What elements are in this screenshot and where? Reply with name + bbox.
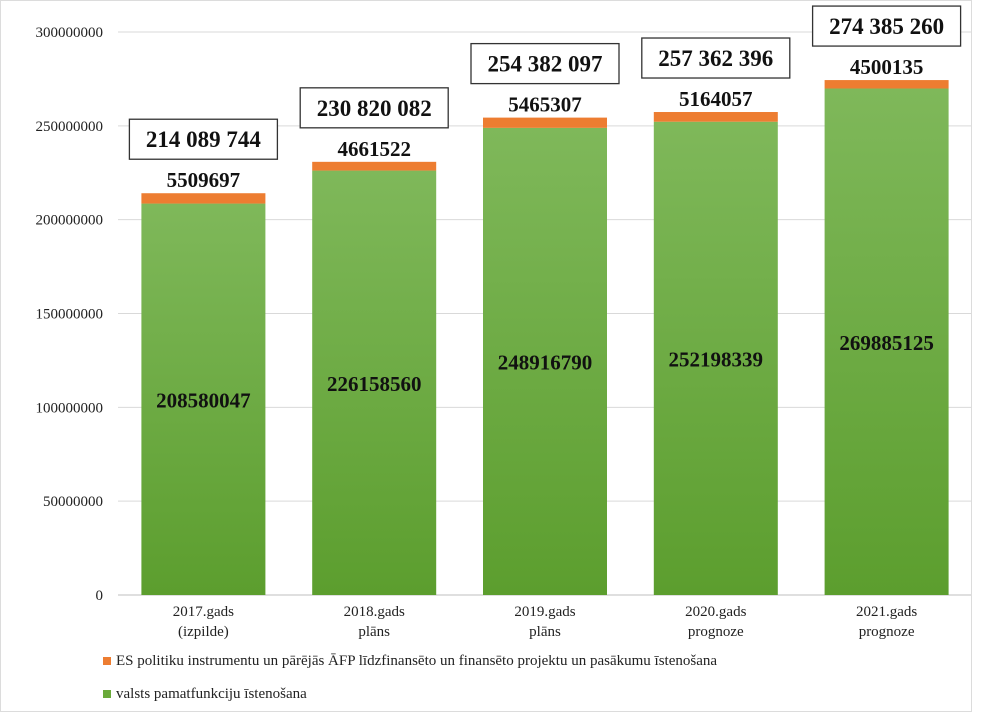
total-label-box xyxy=(470,42,620,85)
data-label-es-projekti: 5509697 xyxy=(167,168,241,192)
legend-swatch-pamatfunkcijas xyxy=(103,690,111,698)
y-tick-label: 300000000 xyxy=(36,25,104,41)
bar-segment-es-projekti xyxy=(312,161,437,171)
bar-segment-pamatfunkcijas xyxy=(483,127,607,596)
data-label-es-projekti: 4661522 xyxy=(337,137,411,161)
bar-segment-pamatfunkcijas xyxy=(312,170,437,595)
y-tick-label: 200000000 xyxy=(36,213,104,229)
bar-segment-es-projekti xyxy=(824,80,949,89)
total-label-box xyxy=(641,37,791,79)
x-tick-label: plāns xyxy=(358,624,390,640)
bar-segment-es-projekti xyxy=(653,112,778,122)
x-tick-label: 2017.gads xyxy=(173,604,234,620)
total-label-box xyxy=(299,87,449,129)
data-label-pamatfunkcijas: 208580047 xyxy=(156,388,251,412)
bar-segment-pamatfunkcijas xyxy=(141,203,266,596)
x-tick-label: (izpilde) xyxy=(178,624,229,640)
data-label-pamatfunkcijas: 269885125 xyxy=(839,331,934,355)
x-tick-label: 2020.gads xyxy=(685,604,746,620)
legend-label-es-projekti: ES politiku instrumentu un pārējās ĀFP l… xyxy=(116,653,717,669)
x-tick-label: prognoze xyxy=(688,624,744,640)
bar-segment-pamatfunkcijas xyxy=(824,88,949,596)
x-tick-label: 2021.gads xyxy=(856,604,917,620)
y-tick-label: 0 xyxy=(96,588,104,604)
x-tick-label: prognoze xyxy=(859,624,915,640)
bar-segment-es-projekti xyxy=(141,193,266,204)
data-label-pamatfunkcijas: 226158560 xyxy=(327,372,422,396)
bar-segment-es-projekti xyxy=(483,117,607,128)
legend-swatch-es-projekti xyxy=(103,657,111,665)
total-label: 254 382 097 xyxy=(488,52,603,77)
legend-label-pamatfunkcijas: valsts pamatfunkciju īstenošana xyxy=(116,686,307,702)
total-label-box xyxy=(128,118,279,160)
y-tick-label: 150000000 xyxy=(36,307,104,323)
data-label-pamatfunkcijas: 252198339 xyxy=(669,347,764,371)
x-tick-label: plāns xyxy=(529,624,561,640)
bars xyxy=(141,80,949,596)
x-tick-label: 2019.gads xyxy=(514,604,575,620)
data-labels: 208580047 5509697 214 089 744 226158560 4661… xyxy=(128,5,962,412)
y-tick-label: 250000000 xyxy=(36,119,104,135)
y-tick-label: 100000000 xyxy=(36,400,104,416)
x-tick-label: 2018.gads xyxy=(344,604,405,620)
data-label-es-projekti: 4500135 xyxy=(850,55,924,79)
bar-segment-pamatfunkcijas xyxy=(653,121,778,595)
total-label-box xyxy=(811,5,962,47)
y-tick-label: 50000000 xyxy=(43,494,103,510)
total-label: 257 362 396 xyxy=(658,46,773,71)
legend: ES politiku instrumentu un pārējās ĀFP l… xyxy=(103,653,717,702)
x-axis: 2017.gads (izpilde) 2018.gads plāns 2019.gad… xyxy=(173,604,918,640)
data-label-es-projekti: 5164057 xyxy=(679,87,753,111)
total-label: 214 089 744 xyxy=(146,127,262,152)
total-label: 230 820 082 xyxy=(317,96,432,121)
data-label-pamatfunkcijas: 248916790 xyxy=(498,350,593,374)
data-label-es-projekti: 5465307 xyxy=(508,93,582,117)
total-label: 274 385 260 xyxy=(829,14,944,39)
